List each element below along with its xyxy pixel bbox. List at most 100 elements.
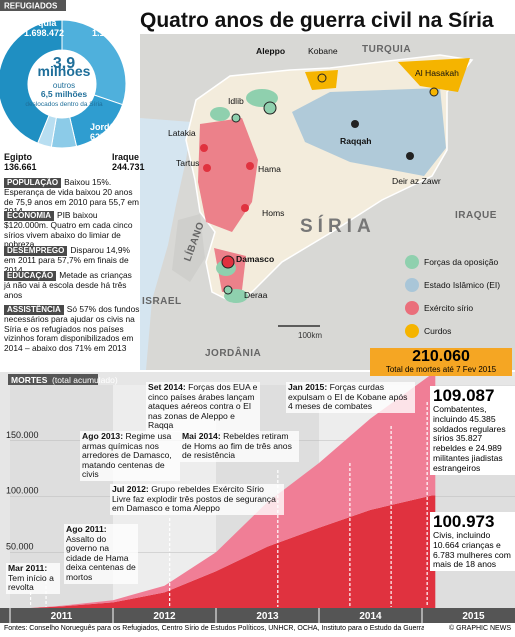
pie-center — [29, 51, 95, 117]
legend-label: Curdos — [424, 326, 451, 336]
pie-label: Jordânia — [90, 122, 129, 132]
chart-subtitle: (total acumulado) — [52, 375, 118, 385]
city-label: Deir az Zawr — [392, 176, 441, 186]
annotation-date: Mai 2014: — [182, 431, 221, 441]
lebanon-land — [172, 214, 205, 282]
annotation-date: Mar 2011: — [8, 563, 48, 573]
annotation-date: Ago 2011: — [66, 524, 107, 534]
fact: ECONOMIA PIB baixou $120.000m. Quatro em … — [4, 210, 140, 250]
city-marker — [263, 101, 277, 115]
legend-label: Exército sírio — [424, 303, 473, 313]
city-marker — [221, 255, 235, 269]
credit: © GRAPHIC NEWS — [449, 625, 511, 632]
y-tick-label: 150.000 — [6, 430, 39, 440]
cities: Aleppo Kobane Al Hasakah Idlib Latakia R… — [168, 46, 459, 300]
year-strip — [0, 608, 515, 623]
pie-value: 1.172.170 — [92, 28, 132, 38]
annotation-text: Tem início a revolta — [8, 572, 54, 593]
pie-center-text: milhões — [38, 63, 91, 79]
pie-center-text: 6,5 milhões — [41, 89, 88, 99]
pie-center-text: 3,9 — [53, 55, 75, 72]
pie-center-text: deslocados dentro da Síria — [25, 101, 103, 108]
annotation-text: Forças curdas expulsam o EI de Kobane ap… — [288, 382, 408, 412]
legend-swatch — [405, 324, 419, 338]
city-marker — [406, 152, 414, 160]
sea — [140, 118, 192, 370]
pie-value: 625.178 — [90, 132, 123, 142]
area — [30, 373, 436, 608]
city-label: Al Hasakah — [415, 68, 459, 78]
country-label: IRAQUE — [455, 210, 497, 221]
fact-text: Metade as crianças já não vai à escola d… — [4, 270, 132, 300]
fact: ASSISTÊNCIA Só 57% dos fundos necessários… — [4, 304, 140, 353]
country-label: SÍRIA — [300, 215, 376, 237]
country-label: TURQUIA — [362, 44, 411, 55]
annotation-date: Jan 2015: — [288, 382, 328, 392]
annotation: Mai 2014: Rebeldes retiram de Homs ao fi… — [180, 431, 299, 462]
area — [30, 495, 436, 608]
fact-heading: DESEMPREGO — [4, 246, 68, 256]
series-label: 100.973 — [433, 512, 495, 531]
chart-title-bar — [8, 374, 98, 385]
country-label: ISRAEL — [142, 296, 182, 307]
city-marker — [317, 73, 327, 83]
opposition-zone — [210, 107, 230, 121]
fact-heading: EDUCAÇÃO — [4, 271, 57, 281]
annotation-date: Jul 2012: — [112, 484, 149, 494]
total-value: 210.060 — [412, 348, 470, 365]
pie-segment — [0, 19, 63, 144]
pie-value: 1.698.472 — [24, 28, 64, 38]
total-box: 210.060 Total de mortes até 7 Fev 2015 — [370, 348, 512, 376]
pie-label: Líbano — [92, 18, 122, 28]
army-zone — [198, 118, 258, 232]
legend-label: Estado Islâmico (EI) — [424, 280, 500, 290]
annotation: Ago 2013: Regime usa armas químicas nos … — [80, 431, 180, 481]
city-label: Kobane — [308, 46, 338, 56]
x-tick-label: 2012 — [153, 611, 176, 622]
legend-label: Forças da oposição — [424, 257, 498, 267]
civilians-box: 100.973 Civis, incluindo 10.664 crianças… — [430, 512, 515, 572]
annotation-text: Forças dos EUA e cinco países árabes lan… — [148, 382, 258, 431]
x-tick-label: 2013 — [256, 611, 279, 622]
annotation-date: Set 2014: — [148, 382, 186, 392]
city-label: Aleppo — [256, 46, 285, 56]
fact-text: Disparou 14,9% em 2011 para 57,7% em fin… — [4, 245, 130, 275]
pie-value: 244.731 — [112, 162, 145, 172]
city-label: Latakia — [168, 128, 196, 138]
annotation-text: Regime usa armas químicas nos arredores … — [82, 431, 172, 480]
pie-label: Egipto — [4, 152, 32, 162]
city-label: Idlib — [228, 96, 244, 106]
scale-label: 100km — [298, 331, 322, 340]
chart-title: MORTES — [11, 375, 48, 385]
legend-swatch — [405, 301, 419, 315]
fact-heading: ECONOMIA — [4, 211, 54, 221]
refugees-label: REFUGIADOS — [4, 2, 58, 11]
series-description: Combatentes, incluindo 45.385 soldados r… — [433, 404, 506, 473]
fact: EDUCAÇÃO Metade as crianças já não vai à … — [4, 270, 140, 300]
city-marker — [223, 285, 233, 295]
annotation: Set 2014: Forças dos EUA e cinco países … — [146, 382, 260, 432]
city-label: Deraa — [244, 290, 268, 300]
y-tick-label: 100.000 — [6, 486, 39, 496]
city-label: Raqqah — [340, 136, 372, 146]
pie-value: 136.661 — [4, 162, 37, 172]
fact-heading: POPULAÇÃO — [4, 178, 62, 188]
annotation: Jul 2012: Grupo rebeldes Exército Sírio … — [110, 484, 284, 515]
annotation: Ago 2011: Assalto do governo na cidade d… — [64, 524, 138, 584]
city-marker — [200, 144, 208, 152]
annotation-text: Rebeldes retiram de Homs ao fim de três … — [182, 431, 292, 461]
annotation-text: Assalto do governo na cidade de Hama dei… — [66, 533, 136, 582]
annotation: Mar 2011: Tem início a revolta — [6, 563, 60, 594]
city-marker — [351, 120, 359, 128]
fact-text: Só 57% dos fundos necessários para ajuda… — [4, 304, 140, 353]
city-label: Hama — [258, 164, 281, 174]
fact-heading: ASSISTÊNCIA — [4, 305, 64, 315]
city-label: Homs — [262, 208, 284, 218]
country-label: JORDÂNIA — [205, 346, 261, 359]
pie-center-text: outros — [53, 81, 75, 90]
pie-segment — [37, 114, 57, 148]
pie-label: Turquia — [24, 18, 57, 28]
city-marker — [429, 87, 439, 97]
city-marker — [246, 162, 254, 170]
